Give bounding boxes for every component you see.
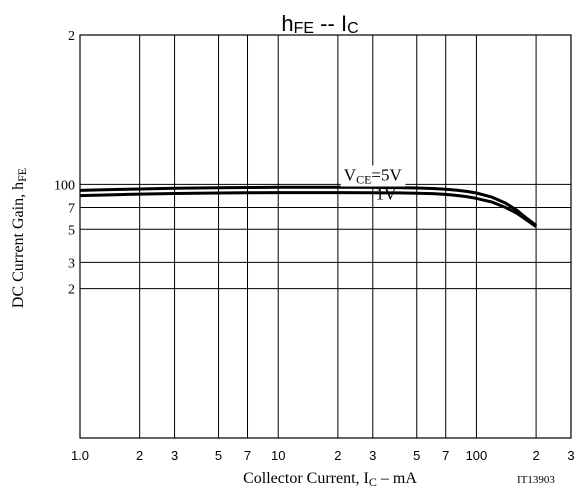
x-tick-label: 2 bbox=[532, 448, 539, 463]
curves bbox=[79, 185, 538, 228]
series-label-1: VCE=5V bbox=[344, 166, 403, 187]
y-axis-label: DC Current Gain, hFE bbox=[10, 168, 29, 308]
chart-title: hFE -- IC bbox=[281, 11, 358, 37]
series-label-backdrop bbox=[340, 165, 406, 187]
y-tick-label: 5 bbox=[68, 223, 75, 238]
y-tick-label: 7 bbox=[68, 201, 75, 216]
x-tick-label: 3 bbox=[567, 448, 574, 463]
x-tick-label: 7 bbox=[244, 448, 251, 463]
x-tick-label: 2 bbox=[136, 448, 143, 463]
x-tick-label: 7 bbox=[442, 448, 449, 463]
x-tick-label: 10 bbox=[271, 448, 285, 463]
tick-labels: 1.0 2 3 5 7 10 2 3 5 7 100 2 3 2 100 7 5 3 2 bbox=[54, 29, 575, 463]
series-line-2 bbox=[79, 191, 537, 228]
reference-code: IT13903 bbox=[517, 474, 555, 486]
x-tick-label: 3 bbox=[171, 448, 178, 463]
grid bbox=[79, 34, 572, 439]
x-tick-label: 2 bbox=[334, 448, 341, 463]
x-tick-label: 3 bbox=[369, 448, 376, 463]
y-tick-label: 100 bbox=[54, 178, 75, 193]
y-tick-label: 2 bbox=[68, 29, 75, 44]
y-tick-label: 3 bbox=[68, 256, 75, 271]
series-line-1 bbox=[79, 185, 538, 227]
plot-frame bbox=[79, 34, 572, 439]
x-tick-label: 5 bbox=[215, 448, 222, 463]
x-axis-label: Collector Current, IC – mA bbox=[243, 470, 417, 489]
x-tick-label: 5 bbox=[413, 448, 420, 463]
y-tick-label: 2 bbox=[68, 283, 75, 298]
series-label-2: 1V bbox=[376, 185, 398, 204]
x-tick-label: 1.0 bbox=[71, 448, 89, 463]
x-tick-label: 100 bbox=[466, 448, 488, 463]
